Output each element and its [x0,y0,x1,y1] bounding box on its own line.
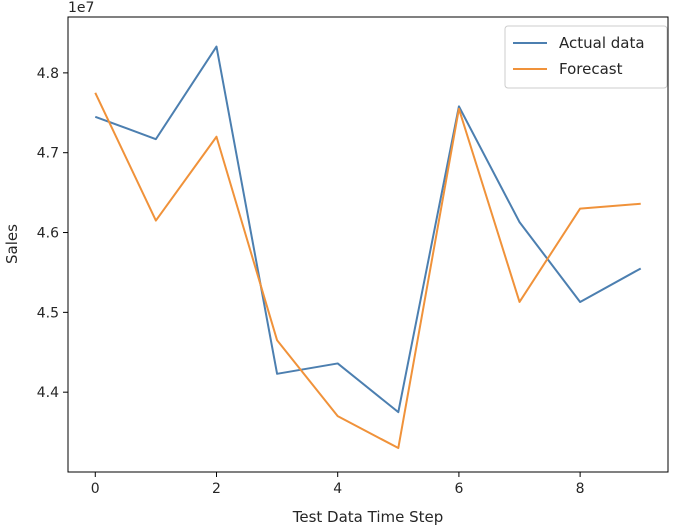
y-tick-label: 4.4 [37,385,59,401]
series-line-forecast [94,92,641,450]
x-axis-label: Test Data Time Step [292,508,444,526]
series-layer [94,45,642,450]
legend-label-actual: Actual data [559,34,645,52]
plot-area [67,16,669,473]
x-tick-label: 2 [212,481,221,497]
y-tick-label: 4.8 [37,66,59,82]
x-tick-label: 6 [454,481,463,497]
x-tick-label: 8 [576,481,585,497]
y-tick-label: 4.5 [37,305,59,321]
y-axis: 4.4 4.5 4.6 4.7 4.8 [37,66,68,401]
y-tick-label: 4.6 [37,226,59,242]
series-line-actual-data [94,45,642,414]
legend-label-forecast: Forecast [559,60,623,78]
x-tick-label: 4 [333,481,342,497]
legend: Actual data Forecast [504,25,668,89]
y-tick-label: 4.7 [37,146,59,162]
x-tick-label: 0 [91,481,100,497]
x-axis: 0 2 4 6 8 [91,472,585,497]
legend-box [504,25,668,89]
y-offset-label: 1e7 [68,0,94,16]
y-axis-label: Sales [3,224,21,264]
